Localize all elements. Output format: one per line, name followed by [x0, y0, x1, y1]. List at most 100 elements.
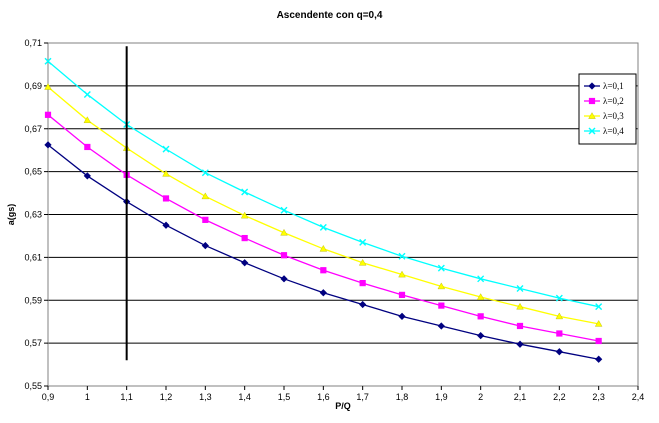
- legend-marker: [588, 97, 596, 105]
- data-point: [398, 270, 406, 278]
- legend-label: λ=0,4: [603, 126, 624, 136]
- data-point: [201, 169, 209, 177]
- y-tick-label: 0,63: [24, 210, 42, 220]
- data-point: [280, 275, 288, 283]
- legend-label: λ=0,1: [603, 81, 624, 91]
- x-tick-label: 1,4: [238, 392, 251, 402]
- data-point: [556, 330, 563, 337]
- x-tick-label: 1,1: [120, 392, 133, 402]
- data-point: [280, 228, 288, 236]
- data-point: [398, 291, 406, 298]
- data-point: [594, 320, 603, 327]
- data-point: [437, 264, 445, 272]
- data-point: [241, 188, 249, 196]
- data-point: [595, 303, 603, 311]
- x-tick-label: 1,7: [356, 392, 369, 402]
- data-point: [83, 90, 91, 98]
- data-point: [359, 238, 367, 246]
- x-tick-label: 2,1: [514, 392, 527, 402]
- marker-stroke: [398, 252, 406, 260]
- data-point: [477, 331, 485, 340]
- y-tick-label: 0,59: [24, 295, 42, 305]
- data-point: [477, 313, 484, 320]
- marker-stroke: [516, 284, 524, 292]
- data-point: [162, 195, 170, 202]
- legend-item: λ=0,1: [584, 81, 624, 91]
- data-point: [202, 216, 209, 223]
- marker-stroke: [359, 238, 367, 246]
- y-tick-label: 0,69: [24, 81, 42, 91]
- x-axis-title: P/Q: [335, 401, 351, 411]
- x-tick-label: 1,3: [199, 392, 212, 402]
- data-point: [555, 348, 563, 356]
- marker-stroke: [319, 223, 327, 231]
- series-1: [44, 141, 603, 363]
- marker-stroke: [588, 127, 596, 135]
- data-point: [595, 337, 602, 345]
- y-tick-label: 0,67: [24, 124, 42, 134]
- legend-label: λ=0,3: [603, 111, 624, 121]
- data-point: [44, 83, 52, 90]
- data-point: [437, 282, 446, 290]
- marker-stroke: [201, 169, 209, 177]
- data-point: [555, 294, 563, 302]
- data-point: [241, 259, 249, 267]
- data-point: [476, 293, 485, 300]
- data-point: [280, 206, 288, 214]
- data-point: [162, 145, 170, 153]
- y-tick-label: 0,65: [24, 167, 42, 177]
- data-point: [358, 258, 367, 266]
- data-point: [201, 241, 209, 250]
- data-point: [359, 300, 367, 309]
- series-2: [44, 111, 602, 345]
- x-tick-label: 1: [85, 392, 90, 402]
- data-point: [44, 57, 52, 65]
- x-tick-label: 1,5: [278, 392, 291, 402]
- marker-stroke: [44, 57, 52, 65]
- data-point: [320, 267, 327, 274]
- data-point: [555, 312, 564, 320]
- data-point: [477, 275, 485, 283]
- data-point: [241, 234, 248, 242]
- data-point: [44, 111, 52, 118]
- data-point: [516, 302, 524, 310]
- data-point: [319, 223, 327, 231]
- data-point: [240, 211, 249, 219]
- marker-stroke: [437, 264, 445, 272]
- marker-stroke: [280, 206, 288, 214]
- data-point: [398, 252, 406, 260]
- x-tick-label: 2,3: [592, 392, 605, 402]
- legend-item: λ=0,3: [584, 111, 624, 121]
- data-point: [319, 289, 327, 297]
- data-point: [398, 312, 406, 320]
- data-point: [516, 340, 524, 348]
- data-point: [437, 322, 445, 330]
- legend: λ=0,1 λ=0,2 λ=0,3 λ=0,4: [578, 73, 637, 145]
- y-tick-label: 0,55: [24, 381, 42, 391]
- data-point: [83, 172, 91, 180]
- marker-stroke: [477, 275, 485, 283]
- marker-stroke: [83, 90, 91, 98]
- x-tick-label: 1,9: [435, 392, 448, 402]
- x-tick-label: 1,8: [396, 392, 409, 402]
- x-tick-label: 1,6: [317, 392, 330, 402]
- legend-marker: [588, 82, 596, 90]
- data-point: [280, 252, 288, 259]
- data-point: [44, 141, 52, 149]
- data-point: [83, 116, 92, 123]
- data-point: [438, 302, 445, 309]
- x-tick-label: 2,2: [553, 392, 566, 402]
- series-4: [44, 57, 603, 311]
- x-tick-label: 2: [478, 392, 483, 402]
- marker-stroke: [555, 294, 563, 302]
- data-point: [516, 322, 524, 330]
- x-tick-label: 0,9: [42, 392, 55, 402]
- y-tick-label: 0,57: [24, 338, 42, 348]
- y-axis-title: a(gs): [6, 204, 16, 226]
- data-point: [516, 284, 524, 292]
- data-point: [162, 169, 170, 177]
- y-tick-label: 0,61: [24, 252, 42, 262]
- x-tick-label: 2,4: [632, 392, 645, 402]
- legend-marker: [588, 112, 596, 119]
